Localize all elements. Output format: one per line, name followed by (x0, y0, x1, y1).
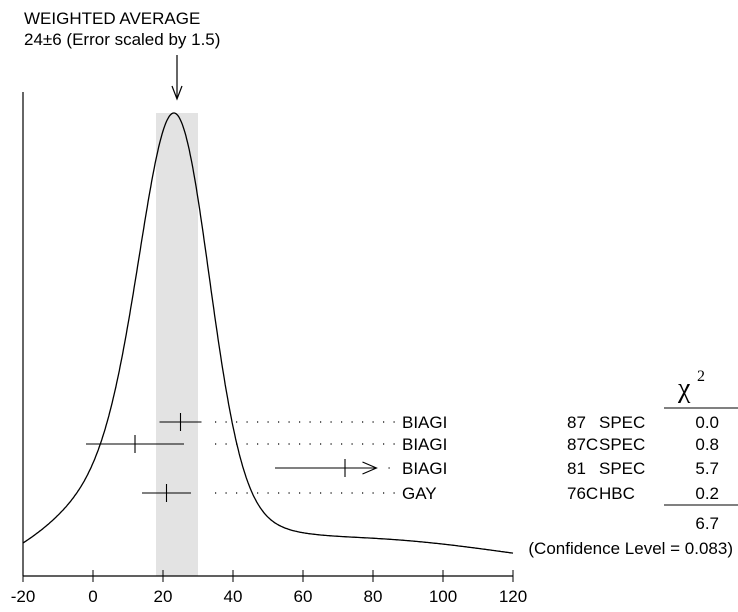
measurement-technique: SPEC (599, 459, 645, 478)
measurement-chi2: 0.8 (695, 435, 719, 454)
average-arrow (171, 55, 183, 101)
measurement-name: BIAGI (402, 435, 447, 454)
x-tick-label: 0 (88, 587, 97, 606)
measurement-chi2: 0.2 (695, 484, 719, 503)
measurement-technique: SPEC (599, 435, 645, 454)
x-tick-label: -20 (11, 587, 36, 606)
x-tick-label: 60 (294, 587, 313, 606)
chi2-header-sup: 2 (697, 368, 705, 385)
x-tick-label: 40 (224, 587, 243, 606)
x-tick-label: 100 (429, 587, 457, 606)
measurement-row: BIAGI 81 SPEC 5.7 (275, 459, 719, 478)
measurement-technique: SPEC (599, 413, 645, 432)
ideogram-curve (22, 112, 514, 554)
measurement-year: 87C (567, 435, 598, 454)
measurement-name: GAY (402, 484, 437, 503)
chart-title-line2: 24±6 (Error scaled by 1.5) (24, 30, 220, 49)
measurement-name: BIAGI (402, 459, 447, 478)
measurement-chi2: 0.0 (695, 413, 719, 432)
measurement-name: BIAGI (402, 413, 447, 432)
chi2-header: χ (677, 373, 691, 404)
chart-title-line1: WEIGHTED AVERAGE (24, 9, 200, 28)
measurement-year: 76C (567, 484, 598, 503)
measurement-technique: HBC (599, 484, 635, 503)
confidence-level: (Confidence Level = 0.083) (528, 539, 733, 558)
average-error-band (156, 113, 198, 576)
measurement-year: 81 (567, 459, 586, 478)
measurements: BIAGI 87 SPEC 0.0 BIAGI 87C SPEC 0.8 BIAGI 81 SPEC… (86, 413, 722, 506)
chi2-total: 6.7 (695, 514, 719, 533)
measurement-year: 87 (567, 413, 586, 432)
average-arrow-head (171, 85, 183, 101)
measurement-row: GAY 76C HBC 0.2 (142, 484, 722, 506)
limit-arrow-head (362, 461, 378, 475)
x-tick-label: 20 (154, 587, 173, 606)
measurement-row: BIAGI 87 SPEC 0.0 (159, 413, 719, 432)
measurement-chi2: 5.7 (695, 459, 719, 478)
x-tick-label: 120 (499, 587, 527, 606)
measurement-row: BIAGI 87C SPEC 0.8 (86, 435, 719, 454)
x-ticks: -20 0 20 40 60 80 100 120 (11, 570, 527, 606)
x-tick-label: 80 (364, 587, 383, 606)
